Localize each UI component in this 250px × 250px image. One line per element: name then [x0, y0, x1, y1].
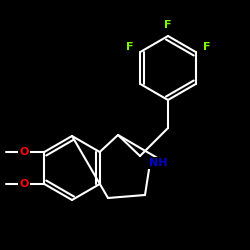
Text: F: F [126, 42, 133, 52]
Text: F: F [164, 20, 172, 30]
Text: O: O [20, 147, 29, 157]
Text: NH: NH [149, 158, 167, 168]
Text: F: F [203, 42, 210, 52]
Text: O: O [20, 179, 29, 189]
